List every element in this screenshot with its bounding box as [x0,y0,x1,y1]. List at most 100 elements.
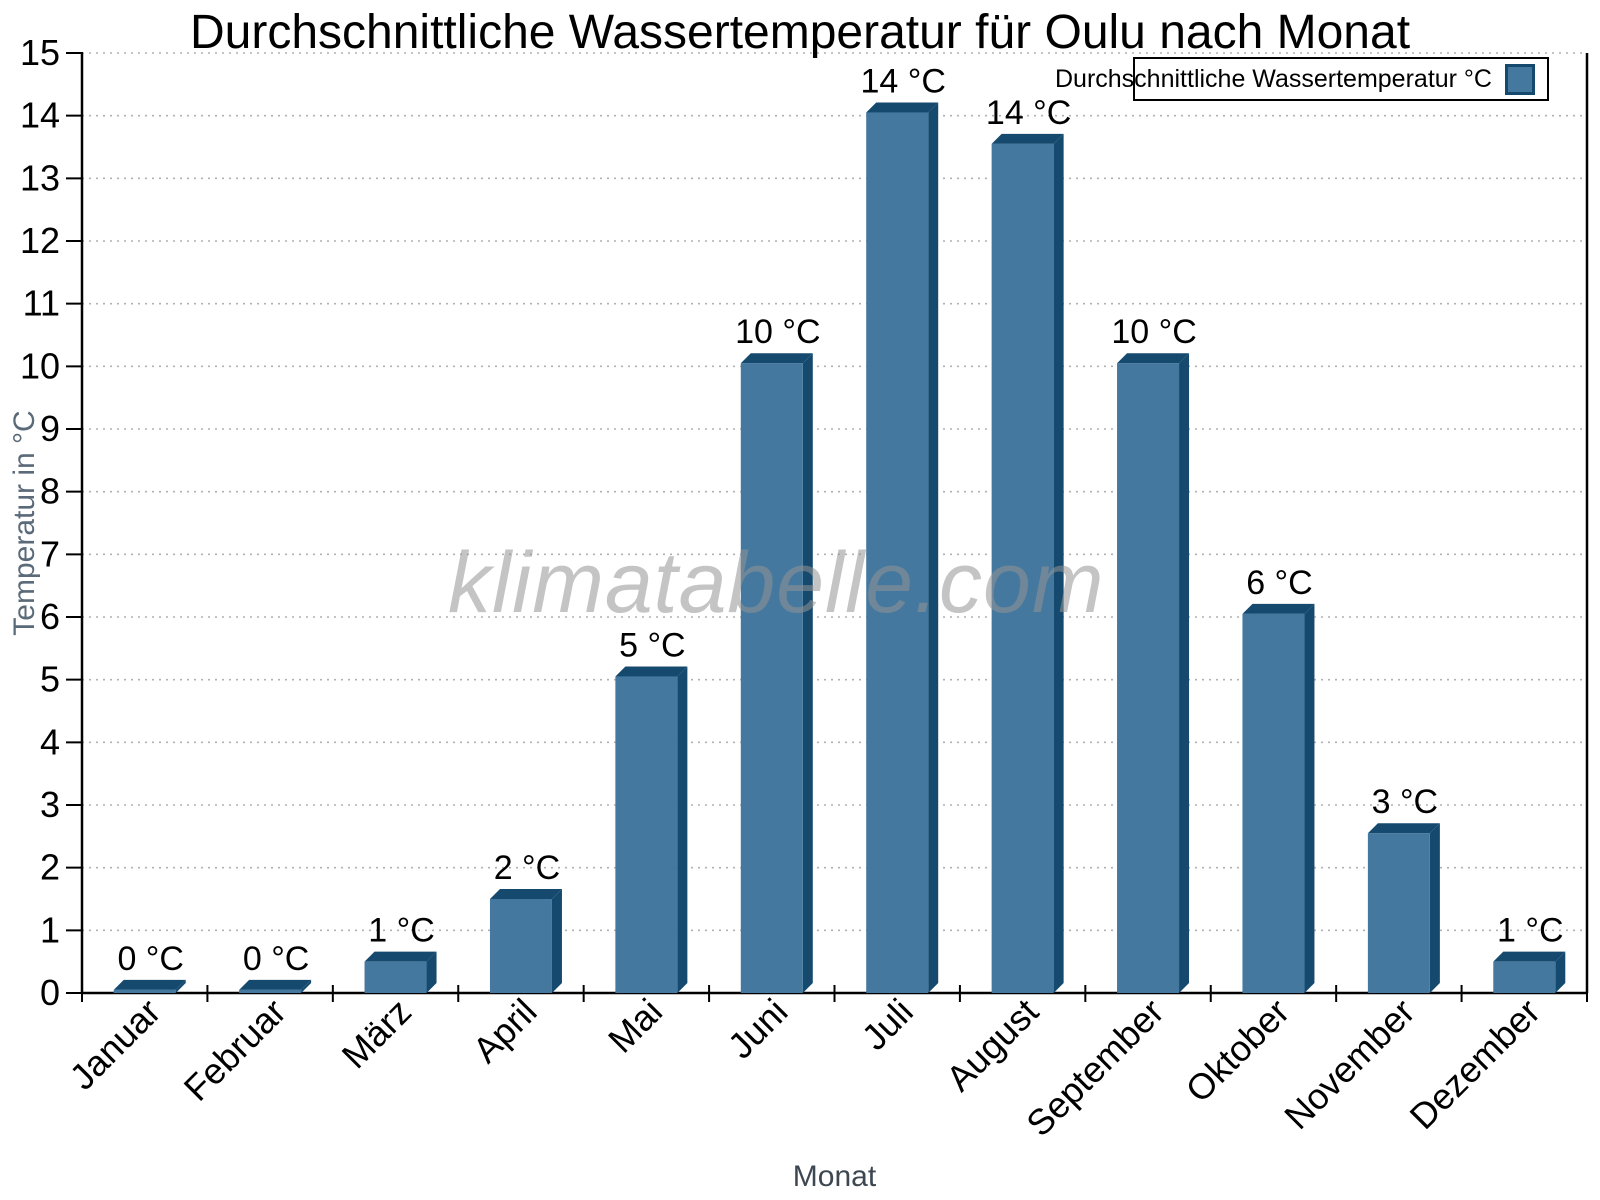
bar-juni: 10 °C [735,313,821,993]
bar-top-face [1117,353,1190,364]
bar-märz: 1 °C [364,912,437,993]
y-tick-label: 0 [40,972,60,1013]
bar-top-face [239,979,312,990]
legend-label: Durchschnittliche Wassertemperatur °C [1055,64,1492,93]
bar-side-face [1179,353,1190,993]
bar-top-face [113,979,186,990]
bar-top-face [489,889,562,899]
y-tick-label: 4 [40,721,60,762]
x-tick-label-september: September [1018,991,1172,1145]
y-tick-label: 15 [20,32,60,73]
bars: 0 °C 0 °C 1 °C 2 °C 5 °C 10 °C 14 °C 14 °C 10 °C… [113,63,1566,994]
axes [80,53,1589,995]
y-axis-title: Temperatur in °C [8,410,41,636]
bar-front-face [113,989,176,993]
bar-front-face [1367,833,1430,993]
x-tick-label-november: November [1276,991,1422,1137]
bar-august: 14 °C [986,94,1071,993]
bar-front-face [866,112,929,994]
bar-value-label: 14 °C [860,63,945,101]
x-tick-label-mai: Mai [600,991,670,1061]
bar-side-face [1429,823,1440,993]
bar-side-face [1053,133,1064,993]
bar-side-face [802,353,813,993]
bar-value-label: 10 °C [735,313,820,351]
bar-side-face [1555,951,1566,993]
x-tick-label-juni: Juni [720,991,796,1067]
y-tick-label: 5 [40,659,60,700]
y-tick-label: 13 [20,157,60,198]
bar-top-face [1493,951,1566,962]
bar-value-label: 0 °C [117,940,184,978]
bar-top-face [615,666,688,677]
y-tick-label: 14 [20,95,60,136]
x-tick-label-april: April [465,991,545,1071]
bar-dezember: 1 °C [1493,912,1566,993]
bar-top-face [1242,603,1315,614]
x-tick-label-januar: Januar [62,991,169,1098]
y-tick-label: 8 [40,471,60,512]
bar-value-label: 3 °C [1372,783,1439,821]
bar-value-label: 0 °C [243,940,310,978]
bar-value-label: 1 °C [1497,912,1564,950]
y-tick-label: 7 [40,533,60,574]
bar-side-face [1304,603,1315,993]
bar-november: 3 °C [1367,783,1440,993]
bar-value-label: 14 °C [986,94,1071,132]
bar-top-face [1367,823,1440,834]
y-tick-label: 9 [40,408,60,449]
bar-value-label: 5 °C [619,627,686,665]
bar-mai: 5 °C [615,627,688,993]
bar-side-face [928,102,939,994]
bar-front-face [1242,613,1305,993]
bar-front-face [615,676,678,993]
bar-value-label: 6 °C [1246,564,1313,602]
chart-title: Durchschnittliche Wassertemperatur für O… [189,6,1411,59]
y-tick-label: 1 [40,909,60,950]
x-tick-label-februar: Februar [176,991,294,1109]
bar-januar: 0 °C [113,940,186,993]
y-tick-label: 11 [23,283,60,324]
y-tick-label: 3 [40,784,60,825]
y-tick-label: 6 [40,596,60,637]
bar-front-face [1493,961,1556,993]
bar-februar: 0 °C [239,940,312,993]
bar-front-face [1117,363,1180,993]
bar-value-label: 10 °C [1111,313,1196,351]
bar-front-face [489,899,552,993]
bar-front-face [991,143,1054,993]
bar-value-label: 1 °C [368,912,435,950]
bar-front-face [364,961,427,993]
bar-side-face [551,889,562,993]
bar-top-face [364,951,437,962]
watermark-text: klimatabelle.com [448,535,1105,631]
x-tick-label-juli: Juli [854,991,921,1058]
bar-september: 10 °C [1111,313,1197,993]
bar-value-label: 2 °C [494,849,561,887]
bar-top-face [991,133,1064,144]
gridlines [82,52,1587,932]
bar-front-face [740,363,803,993]
bar-oktober: 6 °C [1242,564,1315,993]
legend-box: Durchschnittliche Wassertemperatur °C [1055,57,1549,101]
bar-front-face [239,989,302,993]
x-tick-label-dezember: Dezember [1402,991,1548,1137]
bar-side-face [301,979,312,993]
x-tick-label-märz: März [334,991,420,1077]
bar-juli: 14 °C [860,63,946,994]
y-tick-label: 12 [20,220,60,261]
bar-top-face [866,102,939,113]
bar-side-face [426,951,437,993]
x-tick-label-august: August [938,991,1046,1099]
y-tick-label: 2 [40,847,60,888]
y-tick-label: 10 [20,345,60,386]
bar-side-face [677,666,688,993]
x-axis: Januar Februar März April Mai Juni Juli AugustS… [62,985,1588,1145]
x-axis-title: Monat [792,1160,877,1193]
bar-top-face [740,353,813,364]
legend-color-swatch-icon [1505,63,1535,95]
bar-side-face [175,979,186,993]
